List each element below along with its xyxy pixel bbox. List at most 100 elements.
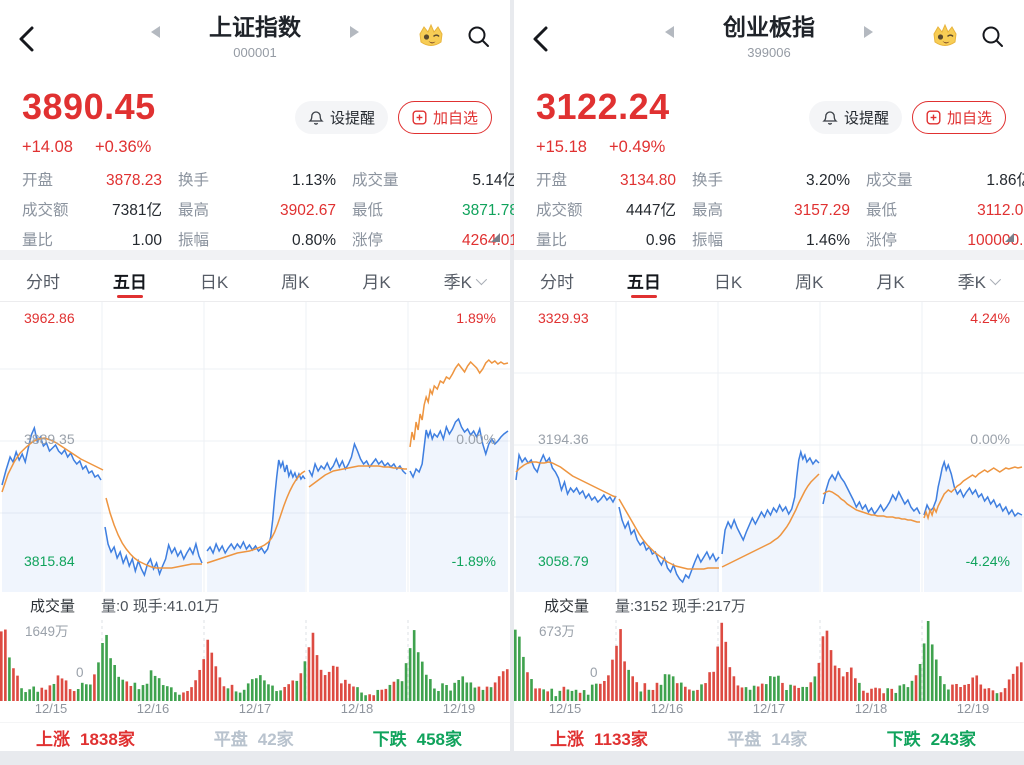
mascot-emoji-icon[interactable] (930, 22, 960, 52)
date-tick: 12/18 (340, 701, 374, 716)
tab-weekly-k[interactable]: 周K (795, 273, 824, 292)
panel-header: 创业板指 399006 (514, 0, 1024, 85)
stat-volume-ratio: 量比 1.00 (22, 232, 162, 249)
bell-icon (308, 110, 324, 125)
quote-section: 3122.24 设提醒 加自选 +15.18 +0.49% 开盘 3134 (514, 85, 1024, 250)
add-watchlist-label: 加自选 (432, 110, 478, 127)
title-block: 创业板指 399006 (714, 13, 824, 60)
set-alert-label: 设提醒 (843, 110, 889, 127)
tab-quarterly-k[interactable]: 季K (958, 260, 1002, 301)
date-axis: 12/15 12/16 12/17 12/18 12/19 (0, 701, 510, 722)
back-button[interactable] (16, 24, 38, 59)
volume-title: 成交量 (544, 597, 590, 615)
five-day-chart-area: 3329.93 4.24% 3194.36 0.00% 3058.79 -4.2… (514, 302, 1024, 592)
stat-amplitude: 振幅 0.80% (178, 232, 336, 249)
price-change: +15.18 (536, 138, 587, 156)
period-tabs: 分时 五日 日K 周K 月K 季K (514, 260, 1024, 302)
tab-daily-k[interactable]: 日K (713, 273, 743, 292)
back-button[interactable] (530, 24, 552, 59)
stat-amplitude: 振幅 1.46% (692, 232, 850, 249)
price-change-pct: +0.36% (94, 138, 152, 156)
back-chevron-icon (533, 26, 548, 52)
date-tick: 12/17 (752, 701, 786, 716)
stat-turnover-rate: 换手 3.20% (692, 172, 850, 189)
stats-grid: 开盘 3878.23 换手 1.13% 成交量 5.14亿 成交额 7381亿 最高 39… (22, 170, 518, 251)
stat-open: 开盘 3134.80 (536, 172, 676, 189)
decliners-count: 下跌 458家 (372, 729, 462, 749)
stat-open: 开盘 3878.23 (22, 172, 162, 189)
date-tick: 12/16 (650, 701, 684, 716)
index-price: 3890.45 (22, 86, 156, 127)
date-tick: 12/15 (548, 701, 582, 716)
set-alert-button[interactable]: 设提醒 (808, 101, 902, 134)
chevron-down-icon (475, 273, 488, 285)
volume-header: 成交量 量:3152 现手:217万 (514, 592, 1024, 618)
bell-icon (822, 110, 838, 125)
market-breadth-bar: 上涨 1838家 平盘 42家 下跌 458家 (0, 722, 510, 751)
decliners-count: 下跌 243家 (886, 729, 976, 749)
volume-chart[interactable] (514, 618, 1024, 701)
stat-turnover-rate: 换手 1.13% (178, 172, 336, 189)
stat-volume: 成交量 5.14亿 (352, 172, 518, 189)
set-alert-button[interactable]: 设提醒 (294, 101, 388, 134)
set-alert-label: 设提醒 (329, 110, 375, 127)
tab-five-day[interactable]: 五日 (627, 260, 661, 301)
stat-volume-ratio: 量比 0.96 (536, 232, 676, 249)
tab-daily-k[interactable]: 日K (199, 273, 229, 292)
five-day-chart-area: 3962.86 1.89% 3889.35 0.00% 3815.84 -1.8… (0, 302, 510, 592)
volume-chart-area: 1649万 0 (0, 618, 510, 701)
date-tick: 12/15 (34, 701, 68, 716)
quote-section: 3890.45 设提醒 加自选 +14.08 +0.36% 开盘 3878 (0, 85, 518, 251)
expand-fold-icon[interactable] (491, 233, 500, 242)
tab-five-day[interactable]: 五日 (113, 260, 147, 301)
tab-weekly-k[interactable]: 周K (281, 273, 310, 292)
index-code: 399006 (747, 44, 791, 60)
five-day-chart[interactable] (0, 302, 510, 592)
expand-fold-icon[interactable] (1005, 233, 1014, 242)
add-watchlist-button[interactable]: 加自选 (911, 101, 1006, 134)
advancers-count: 上涨 1133家 (550, 729, 648, 749)
index-panel-left: 上证指数 000001 3890.45 设提醒 (0, 0, 518, 751)
tab-quarterly-k[interactable]: 季K (444, 260, 488, 301)
stat-low: 最低 3871.78 (352, 202, 518, 219)
volume-chart-area: 673万 0 (514, 618, 1024, 701)
date-tick: 12/18 (854, 701, 888, 716)
price-change-row: +15.18 +0.49% (536, 138, 1006, 157)
market-breadth-bar: 上涨 1133家 平盘 14家 下跌 243家 (514, 722, 1024, 751)
next-index-arrow-icon[interactable] (864, 26, 873, 38)
next-index-arrow-icon[interactable] (350, 26, 359, 38)
five-day-chart[interactable] (514, 302, 1024, 592)
page-title: 创业板指 (723, 14, 815, 40)
date-tick: 12/19 (442, 701, 476, 716)
tab-monthly-k[interactable]: 月K (876, 273, 905, 292)
search-icon[interactable] (466, 24, 492, 50)
date-tick: 12/16 (136, 701, 170, 716)
panel-header: 上证指数 000001 (0, 0, 510, 85)
index-code: 000001 (233, 44, 277, 60)
mascot-emoji-icon[interactable] (416, 22, 446, 52)
tab-monthly-k[interactable]: 月K (362, 273, 391, 292)
unchanged-count: 平盘 42家 (213, 729, 294, 749)
tab-minute[interactable]: 分时 (26, 273, 60, 292)
stat-limit-up: 涨停 4264.01 (352, 232, 518, 249)
plus-box-icon (412, 110, 427, 125)
title-group: 创业板指 399006 (665, 13, 873, 60)
title-group: 上证指数 000001 (151, 13, 359, 60)
prev-index-arrow-icon[interactable] (151, 26, 160, 38)
title-block: 上证指数 000001 (200, 13, 310, 60)
section-divider (0, 250, 510, 260)
stat-amount: 成交额 7381亿 (22, 202, 162, 219)
stat-amount: 成交额 4447亿 (536, 202, 676, 219)
search-icon[interactable] (980, 24, 1006, 50)
volume-chart[interactable] (0, 618, 510, 701)
section-divider (514, 250, 1024, 260)
stat-high: 最高 3902.67 (178, 202, 336, 219)
volume-title: 成交量 (30, 597, 76, 615)
tab-minute[interactable]: 分时 (540, 273, 574, 292)
add-watchlist-button[interactable]: 加自选 (397, 101, 492, 134)
prev-index-arrow-icon[interactable] (665, 26, 674, 38)
date-tick: 12/19 (956, 701, 990, 716)
